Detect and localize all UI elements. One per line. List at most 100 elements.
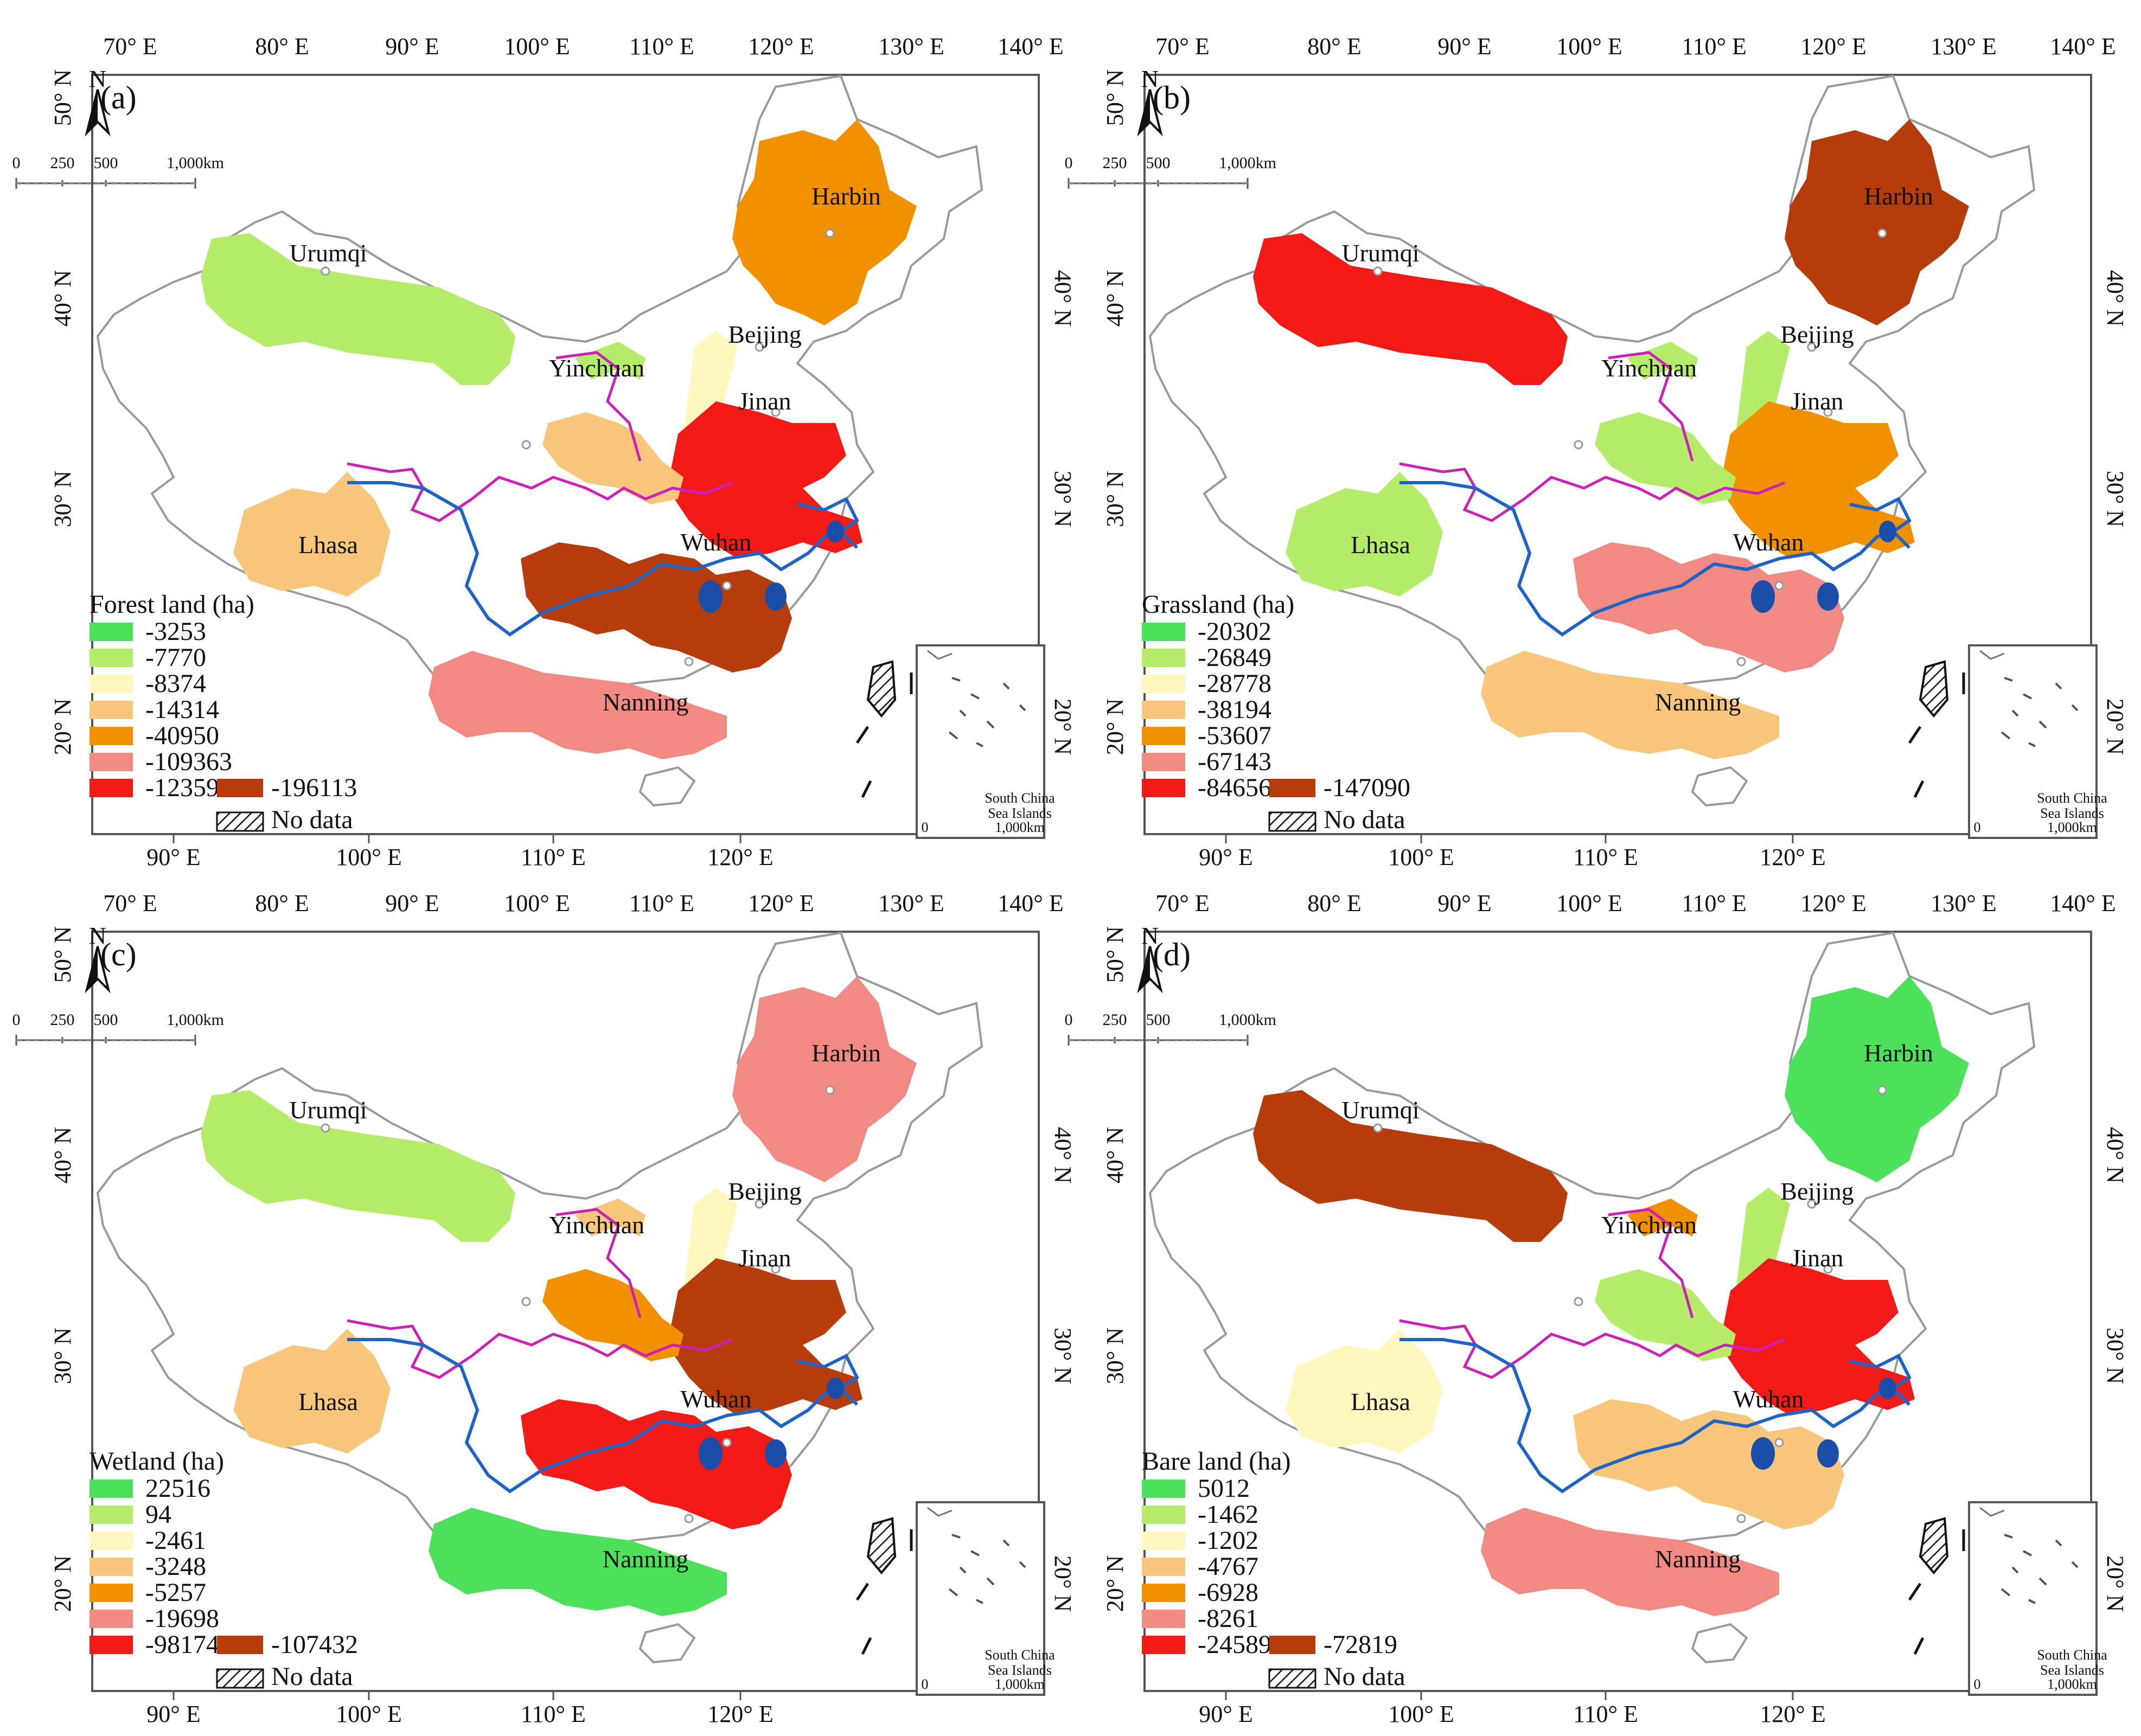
- legend-value: -6928: [1198, 1578, 1258, 1607]
- legend-value: -53607: [1198, 721, 1271, 750]
- inset-scale: 1,000km: [2047, 819, 2097, 835]
- lon-tick-label: 90° E: [1437, 33, 1491, 60]
- lon-tick-label: 120° E: [748, 890, 814, 917]
- region-nanning: [429, 1508, 727, 1616]
- scale-label: 500: [94, 154, 118, 172]
- scale-label: 1,000km: [167, 1011, 224, 1029]
- legend-swatch: [90, 623, 133, 641]
- legend-value: -196113: [271, 773, 357, 802]
- inset-title: Sea Islands: [988, 1662, 1052, 1678]
- city-lhasa: Lhasa: [1351, 1388, 1410, 1415]
- legend-title: Wetland (ha): [90, 1447, 224, 1476]
- city-yinchuan: Yinchuan: [1601, 1211, 1697, 1239]
- lon-tick-label: 110° E: [521, 1701, 586, 1727]
- region-lhasa: [233, 1329, 391, 1453]
- region-jinan: [1720, 1258, 1915, 1415]
- graticule-labels: 70° E 80° E 90° E 100° E 110° E 120° E 130° E 1…: [12, 33, 2129, 1727]
- lon-tick-label: 80° E: [1307, 33, 1361, 60]
- north-arrow-label: N: [1141, 923, 1159, 949]
- scale-label: 500: [94, 1011, 118, 1029]
- lon-tick-label: 90° E: [385, 33, 439, 60]
- legend-swatch: [90, 1610, 133, 1628]
- city-urumqi: Urumqi: [289, 1096, 367, 1124]
- region-nanning: [1481, 1508, 1779, 1616]
- city-nanning: Nanning: [603, 688, 688, 716]
- lat-tick-label: 50° N: [1102, 69, 1128, 126]
- lon-tick-label: 90° E: [1437, 890, 1491, 917]
- legend-value: 22516: [145, 1474, 210, 1503]
- lat-tick-label: 40° N: [1102, 270, 1128, 326]
- scale-label: 0: [1065, 154, 1073, 172]
- region-jinan: [667, 401, 862, 559]
- lon-tick-label: 100° E: [1556, 33, 1622, 60]
- legend-swatch: [1142, 1558, 1185, 1576]
- lat-tick-label: 20° N: [1050, 699, 1076, 755]
- lon-tick-label: 90° E: [146, 1701, 200, 1727]
- legend-value: 5012: [1198, 1474, 1250, 1503]
- city-urumqi: Urumqi: [289, 239, 367, 267]
- legend-swatch: [1142, 1506, 1185, 1524]
- lon-tick-label: 80° E: [1307, 890, 1361, 917]
- scale-label: 500: [1146, 1011, 1171, 1029]
- legend-swatch: [1269, 779, 1315, 797]
- inset-title: Sea Islands: [2040, 1662, 2104, 1678]
- lat-tick-label: 30° N: [1102, 1328, 1128, 1384]
- no-data-label: No data: [271, 1662, 353, 1691]
- inset-scale-zero: 0: [1974, 1676, 1981, 1692]
- legend-value: -109363: [145, 747, 232, 776]
- city-wuhan: Wuhan: [681, 528, 752, 556]
- city-beijing: Beijing: [728, 321, 801, 348]
- lat-tick-label: 30° N: [1050, 471, 1076, 527]
- legend-title: Forest land (ha): [90, 590, 254, 619]
- lon-tick-label: 130° E: [1931, 33, 1996, 60]
- map-panel-c: Harbin Urumqi Beijing Yinchuan Jinan Lha…: [16, 932, 1044, 1700]
- city-harbin: Harbin: [811, 1039, 881, 1067]
- city-wuhan: Wuhan: [1733, 1385, 1804, 1413]
- legend-swatch: [1142, 753, 1185, 771]
- lon-tick-label: 100° E: [504, 890, 570, 917]
- region-urumqi: [1253, 1090, 1568, 1242]
- lon-tick-label: 90° E: [385, 890, 439, 917]
- lon-tick-label: 100° E: [1388, 1701, 1454, 1727]
- legend-value: -98174: [145, 1630, 219, 1659]
- region-lhasa: [1286, 472, 1443, 597]
- city-yinchuan: Yinchuan: [1601, 354, 1697, 382]
- lon-tick-label: 130° E: [1931, 890, 1996, 917]
- legend-swatch: [1142, 727, 1185, 745]
- lon-tick-label: 90° E: [146, 844, 200, 870]
- lon-tick-label: 140° E: [998, 33, 1063, 60]
- lat-tick-label: 40° N: [49, 270, 76, 326]
- lat-tick-label: 30° N: [49, 1328, 76, 1384]
- region-harbin: [732, 119, 917, 325]
- region-jinan: [667, 1258, 862, 1415]
- panel-label: (b): [1153, 80, 1191, 116]
- scale-label: 1,000km: [1219, 154, 1276, 172]
- map-panel-b: Harbin Urumqi Beijing Yinchuan Jinan Lha…: [1069, 75, 2097, 843]
- legend-swatch: [1269, 1636, 1315, 1654]
- legend-title: Grassland (ha): [1142, 590, 1294, 619]
- legend-value: -28778: [1198, 669, 1271, 698]
- legend-swatch: [217, 1636, 263, 1654]
- region-wuhan: [1573, 1399, 1844, 1529]
- legend-title: Bare land (ha): [1142, 1447, 1291, 1476]
- scale-label: 250: [1103, 1011, 1127, 1029]
- legend-value: -8374: [145, 669, 206, 698]
- lat-tick-label: 40° N: [2102, 1127, 2129, 1183]
- legend-value: -24589: [1198, 1630, 1271, 1659]
- lat-tick-label: 20° N: [2102, 699, 2129, 755]
- legend-value: -72819: [1324, 1630, 1397, 1659]
- inset-scale: 1,000km: [2047, 1676, 2097, 1692]
- lat-tick-label: 50° N: [49, 69, 76, 126]
- city-beijing: Beijing: [1780, 1177, 1854, 1205]
- region-nanning: [1481, 651, 1779, 759]
- inset-title: South China: [985, 1647, 1055, 1663]
- inset-scale: 1,000km: [995, 1676, 1045, 1692]
- lon-tick-label: 80° E: [255, 890, 309, 917]
- panel-label: (a): [100, 80, 137, 116]
- inset-title: South China: [2037, 1647, 2107, 1663]
- lon-tick-label: 140° E: [998, 890, 1063, 917]
- lon-tick-label: 70° E: [1155, 33, 1209, 60]
- legend-value: -1462: [1198, 1500, 1258, 1529]
- lon-tick-label: 110° E: [1573, 1701, 1638, 1727]
- legend-value: -26849: [1198, 643, 1271, 672]
